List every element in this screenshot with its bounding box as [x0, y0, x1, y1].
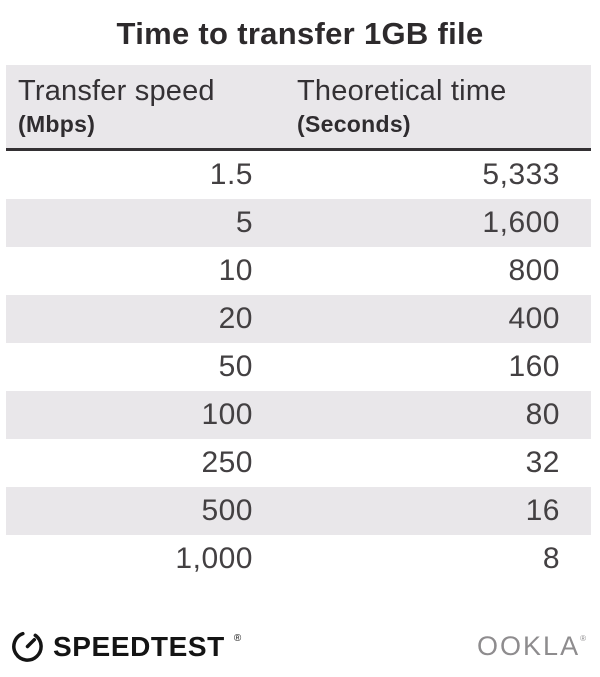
speedtest-gauge-icon: [10, 629, 45, 664]
transfer-time-table: Transfer speed (Mbps) Theoretical time (…: [6, 65, 591, 583]
speed-value: 50: [218, 350, 253, 383]
column-header-transfer-speed: Transfer speed (Mbps): [6, 74, 297, 138]
speed-value: 1.5: [209, 158, 253, 191]
time-value: 800: [508, 254, 560, 287]
time-value: 160: [508, 350, 560, 383]
table-body: 1.5 5,333 5 1,600 10 800 20 400 50 160 1…: [6, 151, 591, 583]
speedtest-logo: SPEEDTEST ®: [10, 629, 241, 664]
time-value: 80: [525, 398, 560, 431]
column-header-theoretical-time: Theoretical time (Seconds): [297, 74, 591, 138]
time-value: 8: [542, 542, 560, 575]
column-unit-mbps: (Mbps): [18, 111, 96, 137]
speed-value: 100: [201, 398, 253, 431]
speed-value: 250: [201, 446, 253, 479]
table-row: 1,000 8: [6, 535, 591, 583]
table-header-row: Transfer speed (Mbps) Theoretical time (…: [6, 65, 591, 151]
column-label-theoretical-time: Theoretical time: [297, 75, 507, 107]
table-row: 250 32: [6, 439, 591, 487]
page-title: Time to transfer 1GB file: [116, 16, 484, 51]
registered-trademark-icon: ®: [233, 633, 242, 644]
table-row: 5 1,600: [6, 199, 591, 247]
time-value: 5,333: [482, 158, 560, 191]
speedtest-wordmark: SPEEDTEST: [53, 630, 225, 662]
table-row: 20 400: [6, 295, 591, 343]
table-row: 100 80: [6, 391, 591, 439]
speed-value: 20: [218, 302, 253, 335]
time-value: 1,600: [482, 206, 560, 239]
ookla-logo: OOKLA ®: [477, 631, 586, 662]
speed-value: 10: [218, 254, 253, 287]
table-row: 500 16: [6, 487, 591, 535]
table-row: 50 160: [6, 343, 591, 391]
ookla-wordmark: OOKLA: [477, 631, 581, 661]
time-value: 400: [508, 302, 560, 335]
table-row: 1.5 5,333: [6, 151, 591, 199]
speed-value: 5: [235, 206, 253, 239]
footer: SPEEDTEST ® OOKLA ®: [10, 629, 586, 664]
column-unit-seconds: (Seconds): [297, 111, 411, 137]
column-label-transfer-speed: Transfer speed: [18, 75, 215, 107]
table-row: 10 800: [6, 247, 591, 295]
registered-trademark-icon: ®: [580, 634, 586, 643]
speed-value: 1,000: [175, 542, 253, 575]
speed-value: 500: [201, 494, 253, 527]
time-value: 16: [525, 494, 560, 527]
time-value: 32: [525, 446, 560, 479]
